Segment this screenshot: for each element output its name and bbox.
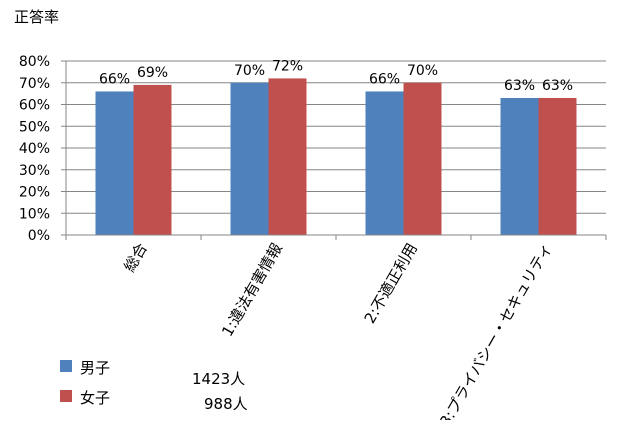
data-labels: 66% 69% 70% 72% 66% 70% 63% 63% bbox=[99, 58, 573, 94]
bar-female bbox=[268, 78, 307, 236]
y-tick-label: 60% bbox=[19, 98, 50, 114]
bar-female bbox=[133, 84, 172, 235]
data-label: 72% bbox=[272, 58, 303, 74]
data-label: 70% bbox=[407, 63, 438, 79]
y-tick-label: 0% bbox=[28, 228, 50, 244]
data-label: 63% bbox=[542, 78, 573, 94]
y-tick-label: 20% bbox=[19, 185, 50, 201]
bar-male bbox=[500, 97, 539, 235]
y-tick-label: 80% bbox=[19, 54, 50, 70]
x-tick-label: 2:不適正利用 bbox=[361, 240, 421, 327]
y-tick-label: 10% bbox=[19, 206, 50, 222]
legend-count-female: 988人 bbox=[204, 395, 248, 413]
data-label: 63% bbox=[504, 78, 535, 94]
bar-male bbox=[95, 91, 134, 235]
legend-swatch-female bbox=[60, 390, 72, 402]
bar-male bbox=[230, 82, 269, 235]
data-label: 69% bbox=[137, 65, 168, 81]
data-label: 66% bbox=[369, 71, 400, 87]
bar-male bbox=[365, 91, 404, 235]
y-axis-title: 正答率 bbox=[14, 8, 59, 26]
data-label: 66% bbox=[99, 71, 130, 87]
bars bbox=[95, 78, 577, 236]
bar-female bbox=[403, 82, 442, 235]
legend-label-male: 男子 bbox=[80, 359, 110, 377]
legend-label-female: 女子 bbox=[80, 389, 110, 407]
legend-swatch-male bbox=[60, 360, 72, 372]
bar-female bbox=[538, 97, 577, 235]
y-tick-label: 70% bbox=[19, 76, 50, 92]
legend-count-male: 1423人 bbox=[192, 370, 246, 388]
y-tick-label: 50% bbox=[19, 119, 50, 135]
x-tick-label: 総合 bbox=[120, 240, 151, 275]
y-tick-label: 40% bbox=[19, 141, 50, 157]
x-tick-label: 3:プライバシー・セキュリティ bbox=[436, 240, 556, 420]
y-tick-label: 30% bbox=[19, 163, 50, 179]
x-tick-label: 1:違法有害情報 bbox=[218, 240, 286, 340]
data-label: 70% bbox=[234, 63, 265, 79]
